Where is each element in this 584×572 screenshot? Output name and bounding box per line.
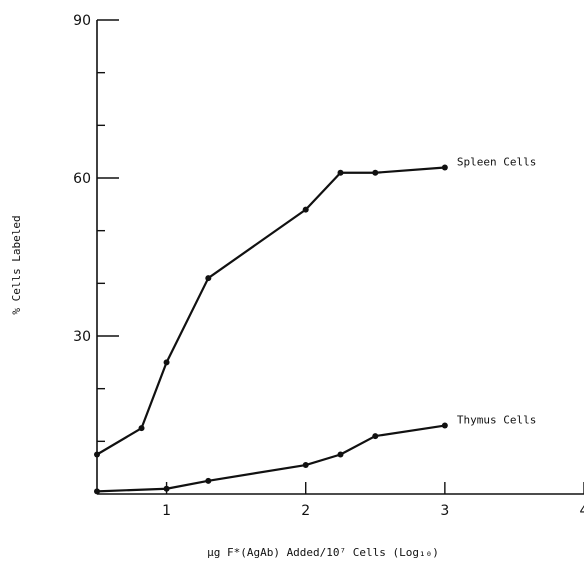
thymus-cells-point bbox=[337, 451, 344, 458]
thymus-cells-point bbox=[372, 433, 379, 440]
x-tick-label: 3 bbox=[440, 503, 449, 519]
x-tick-label: 4 bbox=[580, 503, 584, 519]
spleen-cells-point bbox=[94, 451, 100, 458]
spleen-cells-point bbox=[163, 359, 170, 366]
y-tick-label: 60 bbox=[73, 171, 91, 187]
y-axis-title: % Cells Labeled bbox=[10, 215, 23, 314]
spleen-cells-point bbox=[441, 164, 448, 171]
thymus-cells-label: Thymus Cells bbox=[457, 414, 536, 427]
y-tick-label: 90 bbox=[73, 13, 91, 29]
spleen-cells-point bbox=[302, 206, 309, 213]
series-layer: Spleen Cells Thymus Cells bbox=[94, 155, 536, 495]
thymus-cells-point bbox=[441, 422, 448, 429]
spleen-cells-label: Spleen Cells bbox=[457, 155, 536, 168]
spleen-cells-line bbox=[96, 166, 445, 456]
spleen-cells-point bbox=[138, 425, 145, 432]
thymus-cells-line bbox=[96, 424, 446, 493]
x-tick-label: 2 bbox=[301, 503, 310, 519]
axes bbox=[96, 20, 584, 495]
thymus-cells-point bbox=[205, 477, 212, 484]
thymus-cells-point bbox=[163, 485, 170, 492]
ticks: 30 60 90 1 2 3 4 bbox=[73, 13, 584, 519]
spleen-cells-point bbox=[205, 275, 212, 282]
thymus-cells-point bbox=[302, 462, 309, 469]
spleen-cells-point bbox=[372, 169, 379, 176]
spleen-cells-point bbox=[337, 169, 344, 176]
x-tick-label: 1 bbox=[162, 503, 171, 519]
y-tick-label: 30 bbox=[73, 329, 91, 345]
x-axis-title: μg F*(AgAb) Added/10⁷ Cells (Log₁₀) bbox=[207, 546, 439, 559]
thymus-cells-point bbox=[94, 488, 100, 495]
